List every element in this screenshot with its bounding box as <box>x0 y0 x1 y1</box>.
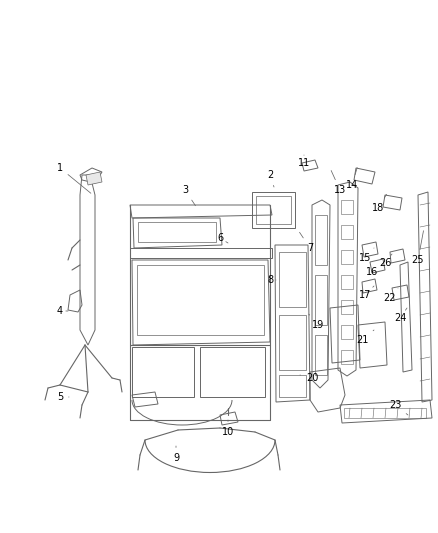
Text: 19: 19 <box>309 314 324 330</box>
Text: 25: 25 <box>412 231 424 265</box>
Bar <box>279 315 306 370</box>
Text: 18: 18 <box>372 195 386 213</box>
Polygon shape <box>86 172 102 185</box>
Bar <box>341 275 353 289</box>
Bar <box>341 325 353 339</box>
Bar <box>138 222 216 242</box>
Bar <box>315 335 327 375</box>
Text: 24: 24 <box>394 308 407 323</box>
Text: 15: 15 <box>359 248 374 263</box>
Text: 5: 5 <box>57 392 69 402</box>
Bar <box>256 196 291 224</box>
Bar <box>279 252 306 307</box>
Text: 14: 14 <box>346 168 358 190</box>
Text: 7: 7 <box>300 232 313 253</box>
Text: 20: 20 <box>300 373 318 383</box>
Bar <box>132 347 194 397</box>
Text: 3: 3 <box>182 185 195 206</box>
Text: 16: 16 <box>366 265 382 277</box>
Text: 11: 11 <box>298 155 310 168</box>
Bar <box>315 215 327 265</box>
Text: 1: 1 <box>57 163 91 193</box>
Bar <box>341 250 353 264</box>
Text: 26: 26 <box>379 254 392 268</box>
Text: 8: 8 <box>267 275 276 285</box>
Text: 2: 2 <box>267 170 274 187</box>
Bar <box>315 275 327 325</box>
Text: 10: 10 <box>222 420 234 437</box>
Text: 4: 4 <box>57 306 68 316</box>
Bar <box>341 300 353 314</box>
Text: 22: 22 <box>384 288 398 303</box>
Bar <box>200 347 265 397</box>
Bar <box>137 265 264 335</box>
Bar <box>344 408 426 418</box>
Bar <box>341 200 353 214</box>
Bar <box>279 375 306 397</box>
Text: 17: 17 <box>359 286 374 300</box>
Text: 9: 9 <box>173 446 179 463</box>
Text: 21: 21 <box>356 330 374 345</box>
Bar <box>341 225 353 239</box>
Bar <box>341 350 353 364</box>
Text: 6: 6 <box>217 233 228 243</box>
Text: 23: 23 <box>389 400 408 415</box>
Text: 13: 13 <box>331 171 346 195</box>
